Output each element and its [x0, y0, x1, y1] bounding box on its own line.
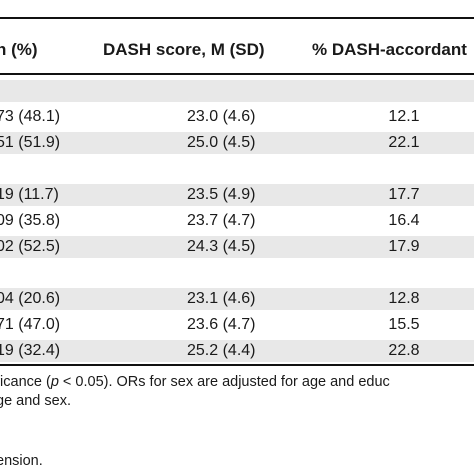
- table-bottom-rule: [0, 364, 474, 366]
- table-top-rule: [0, 17, 474, 19]
- cell-dash-accordant: 22.8: [388, 342, 420, 359]
- footnote-line-1: ficance (p < 0.05). ORs for sex are adju…: [0, 374, 390, 391]
- table-row: 04 (20.6) 23.1 (4.6) 12.8: [0, 288, 474, 310]
- cell-dash-accordant: [374, 80, 434, 102]
- cell-n-percent: 71 (47.0): [0, 316, 61, 333]
- header-dash-score: DASH score, M (SD): [103, 40, 265, 59]
- cell-n-percent: 73 (48.1): [0, 108, 61, 125]
- header-dash-accordant: % DASH-accordant: [312, 40, 467, 59]
- cell-dash-score: 23.0 (4.6): [187, 108, 256, 125]
- table-row: 73 (48.1) 23.0 (4.6) 12.1: [0, 106, 474, 128]
- cell-n-percent: 19 (32.4): [0, 342, 61, 359]
- cell-n-percent: 19 (11.7): [0, 186, 59, 203]
- cell-dash-accordant: [374, 262, 434, 284]
- table-row: 02 (52.5) 24.3 (4.5) 17.9: [0, 236, 474, 258]
- cell-dash-accordant: 22.1: [388, 134, 420, 151]
- table-row: 19 (11.7) 23.5 (4.9) 17.7: [0, 184, 474, 206]
- table-row: [0, 158, 474, 180]
- cell-dash-accordant: 12.8: [388, 290, 420, 307]
- cell-dash-score: 25.2 (4.4): [187, 342, 256, 359]
- table-row: [0, 80, 474, 102]
- header-n-percent: n (%): [0, 40, 38, 59]
- cell-dash-accordant: 15.5: [388, 316, 420, 333]
- cell-dash-accordant: 17.9: [388, 238, 420, 255]
- footnote-line-1-pre: ficance (: [0, 374, 51, 390]
- cell-dash-accordant: [374, 158, 434, 180]
- table-row: 51 (51.9) 25.0 (4.5) 22.1: [0, 132, 474, 154]
- cell-dash-score: 23.5 (4.9): [187, 186, 256, 203]
- table-row: [0, 262, 474, 284]
- cell-dash-accordant: 12.1: [388, 108, 420, 125]
- cell-n-percent: 02 (52.5): [0, 238, 61, 255]
- table-row: 71 (47.0) 23.6 (4.7) 15.5: [0, 314, 474, 336]
- cell-dash-accordant: 17.7: [388, 186, 420, 203]
- cell-n-percent: 51 (51.9): [0, 134, 61, 151]
- cell-dash-score: 23.1 (4.6): [187, 290, 256, 307]
- cell-dash-score: 25.0 (4.5): [187, 134, 256, 151]
- cell-dash-score: 23.7 (4.7): [187, 212, 256, 229]
- cell-dash-accordant: 16.4: [388, 212, 420, 229]
- cell-dash-score: 24.3 (4.5): [187, 238, 256, 255]
- header-bottom-rule: [0, 73, 474, 75]
- footnote-p-symbol: p: [50, 374, 59, 390]
- footnote-line-3: ension.: [0, 453, 43, 469]
- footnote-line-2: ge and sex.: [0, 393, 71, 409]
- cell-dash-score: 23.6 (4.7): [187, 316, 256, 333]
- cell-n-percent: 04 (20.6): [0, 290, 61, 307]
- table-row: 19 (32.4) 25.2 (4.4) 22.8: [0, 340, 474, 362]
- footnote-line-1-post: < 0.05). ORs for sex are adjusted for ag…: [58, 374, 390, 390]
- table-row: 09 (35.8) 23.7 (4.7) 16.4: [0, 210, 474, 232]
- cell-n-percent: 09 (35.8): [0, 212, 61, 229]
